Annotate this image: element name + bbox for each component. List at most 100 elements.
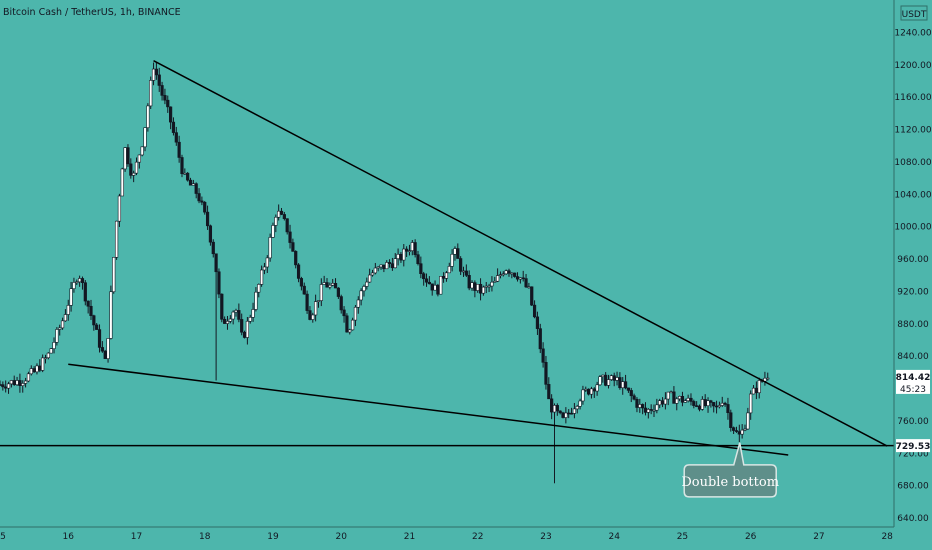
price-tick-label: 1080.00 xyxy=(894,158,931,168)
candle-body xyxy=(18,380,22,386)
candle-body xyxy=(459,258,463,272)
candle-body xyxy=(419,263,423,274)
candle-body xyxy=(751,387,756,395)
candle-body xyxy=(643,407,648,413)
candle-body xyxy=(507,270,511,274)
candle-body xyxy=(726,404,730,414)
candle-body xyxy=(606,379,611,386)
candle-body xyxy=(382,264,386,270)
time-tick-label: 24 xyxy=(608,532,620,542)
candle-body xyxy=(279,210,284,215)
candle-body xyxy=(356,299,360,308)
candle-body xyxy=(75,281,79,284)
candle-body xyxy=(635,398,639,408)
candle-body xyxy=(470,282,474,289)
candle-body xyxy=(547,384,551,400)
candle-body xyxy=(714,405,719,408)
time-tick-label: 17 xyxy=(131,532,142,542)
candle-body xyxy=(692,401,696,406)
candle-body xyxy=(737,431,741,435)
currency-badge[interactable]: USDT xyxy=(900,5,928,21)
candle-body xyxy=(140,146,144,156)
candle-body xyxy=(103,350,107,359)
trendline xyxy=(68,363,789,456)
candle-body xyxy=(439,276,443,295)
candle-body xyxy=(23,380,28,384)
callout-label: Double bottom xyxy=(681,475,779,490)
candle-body xyxy=(709,400,713,403)
double-bottom-callout[interactable]: Double bottom xyxy=(681,442,779,498)
candle-body xyxy=(695,405,699,407)
candle-body xyxy=(92,315,96,326)
candle-body xyxy=(129,163,133,176)
candle-body xyxy=(285,218,289,233)
candle-body xyxy=(447,266,451,274)
candle-body xyxy=(717,405,722,408)
candle-body xyxy=(248,317,252,322)
price-tick-label: 840.00 xyxy=(897,352,929,362)
price-tick-label: 880.00 xyxy=(897,320,929,330)
candle-body xyxy=(277,210,281,218)
countdown-value: 45:23 xyxy=(900,385,926,395)
candle-body xyxy=(598,376,602,386)
candle-body xyxy=(240,319,244,333)
candle-body xyxy=(515,276,520,280)
candle-body xyxy=(587,388,591,395)
candle-body xyxy=(345,315,349,333)
candle-body xyxy=(339,296,343,311)
candle-body xyxy=(97,329,102,348)
candle-body xyxy=(450,253,454,267)
candle-body xyxy=(604,374,608,386)
candle-body xyxy=(214,253,218,273)
candle-body xyxy=(166,99,170,108)
candle-body xyxy=(89,305,93,316)
candle-body xyxy=(712,402,716,407)
candle-body xyxy=(376,266,380,269)
candle-body xyxy=(296,264,301,279)
candle-body xyxy=(686,397,690,402)
candle-body xyxy=(174,132,178,143)
candle-body xyxy=(530,286,534,306)
candle-body xyxy=(151,68,156,81)
time-tick-label: 21 xyxy=(404,532,415,542)
candle-body xyxy=(612,375,616,381)
price-tick-label: 720.00 xyxy=(897,449,929,459)
candle-body xyxy=(481,286,485,294)
candle-body xyxy=(299,278,304,287)
candle-body xyxy=(390,263,395,269)
candle-body xyxy=(467,275,471,289)
candle-body xyxy=(424,278,429,283)
candle-body xyxy=(319,284,323,301)
candle-body xyxy=(538,328,542,350)
candle-body xyxy=(572,408,576,414)
candle-body xyxy=(78,278,82,283)
candle-body xyxy=(6,383,11,389)
candle-body xyxy=(268,237,272,259)
candle-body xyxy=(163,95,167,101)
candle-body xyxy=(177,141,181,158)
candle-body xyxy=(672,391,676,404)
candle-body xyxy=(461,270,466,273)
candle-body xyxy=(12,380,16,386)
candle-body xyxy=(220,293,224,320)
candle-body xyxy=(504,270,508,275)
candle-body xyxy=(456,248,460,259)
candle-body xyxy=(413,242,417,255)
candle-body xyxy=(109,291,113,339)
time-axis[interactable]: 5 16 17 18 19 20 21 22 23 24 25 26 27 28 xyxy=(0,532,893,542)
price-axis[interactable]: 640.00680.00720.00760.00800.00840.00880.… xyxy=(894,28,931,524)
candle-body xyxy=(490,281,494,287)
candle-body xyxy=(464,270,468,276)
candle-body xyxy=(169,106,173,123)
time-tick-label: 20 xyxy=(335,532,347,542)
candle-body xyxy=(69,288,73,306)
candle-body xyxy=(746,412,750,430)
candle-body xyxy=(271,225,275,238)
candle-body xyxy=(626,387,631,391)
candle-body xyxy=(561,412,565,418)
candle-body xyxy=(322,282,326,285)
candle-body xyxy=(260,269,264,285)
candle-body xyxy=(496,275,500,282)
candle-body xyxy=(308,310,312,320)
candle-body xyxy=(188,179,193,186)
